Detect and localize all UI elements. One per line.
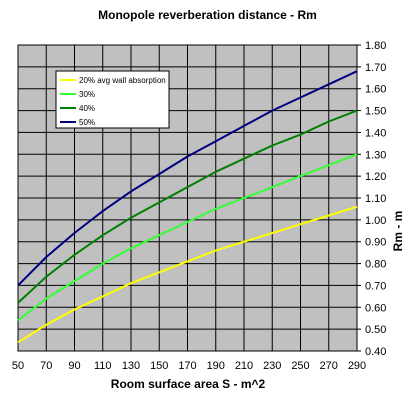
x-tick-label: 230: [263, 360, 281, 372]
series-lines: [17, 70, 358, 344]
legend-label: 30%: [79, 90, 95, 99]
x-tick-label: 90: [68, 360, 80, 372]
x-tick-label: 290: [348, 360, 366, 372]
y-tick-label: 1.40: [365, 127, 386, 139]
y-tick-label: 0.80: [365, 259, 386, 271]
x-tick-label: 110: [94, 360, 112, 372]
y-tick-label: 0.40: [365, 346, 386, 358]
legend: 20% avg wall absorption 30% 40% 50%: [55, 70, 170, 129]
y-tick-label: 1.70: [365, 62, 386, 74]
y-tick-label: 0.50: [365, 324, 386, 336]
y-tick-label: 1.10: [365, 193, 386, 205]
y-tick-label: 0.70: [365, 280, 386, 292]
series-line-2: [17, 153, 358, 322]
legend-label: 50%: [79, 118, 95, 127]
chart-title: Monopole reverberation distance - Rm: [98, 8, 317, 22]
y-tick-label: 0.90: [365, 237, 386, 249]
x-tick-label: 190: [207, 360, 225, 372]
x-tick-label: 130: [122, 360, 140, 372]
x-tick-label: 150: [150, 360, 168, 372]
y-axis-title: Rm - m: [391, 211, 405, 252]
y-tick-label: 1.60: [365, 84, 386, 96]
x-tick-label: 70: [40, 360, 52, 372]
legend-label: 40%: [79, 104, 95, 113]
series-line-3: [17, 109, 358, 304]
y-tick-label: 1.80: [365, 40, 386, 52]
x-tick-label: 50: [12, 360, 24, 372]
y-tick-label: 1.50: [365, 106, 386, 118]
x-tick-label: 250: [291, 360, 309, 372]
y-tick-label: 0.60: [365, 302, 386, 314]
series-line-1: [17, 205, 358, 344]
x-tick-label: 170: [178, 360, 196, 372]
y-tick-label: 1.00: [365, 215, 386, 227]
y-tick-label: 1.30: [365, 149, 386, 161]
x-axis: 50 70 90 110 130 150 170 190 210 230 250 270 290: [12, 360, 366, 372]
x-tick-label: 210: [235, 360, 253, 372]
x-axis-title: Room surface area S - m^2: [111, 377, 266, 391]
y-tick-label: 1.20: [365, 171, 386, 183]
legend-label: 20% avg wall absorption: [79, 76, 166, 85]
y-axis: 0.40 0.50 0.60 0.70 0.80 0.90 1.00 1.10 1.20 1.30…: [357, 40, 386, 358]
x-tick-label: 270: [320, 360, 338, 372]
series-line-4: [17, 70, 358, 287]
